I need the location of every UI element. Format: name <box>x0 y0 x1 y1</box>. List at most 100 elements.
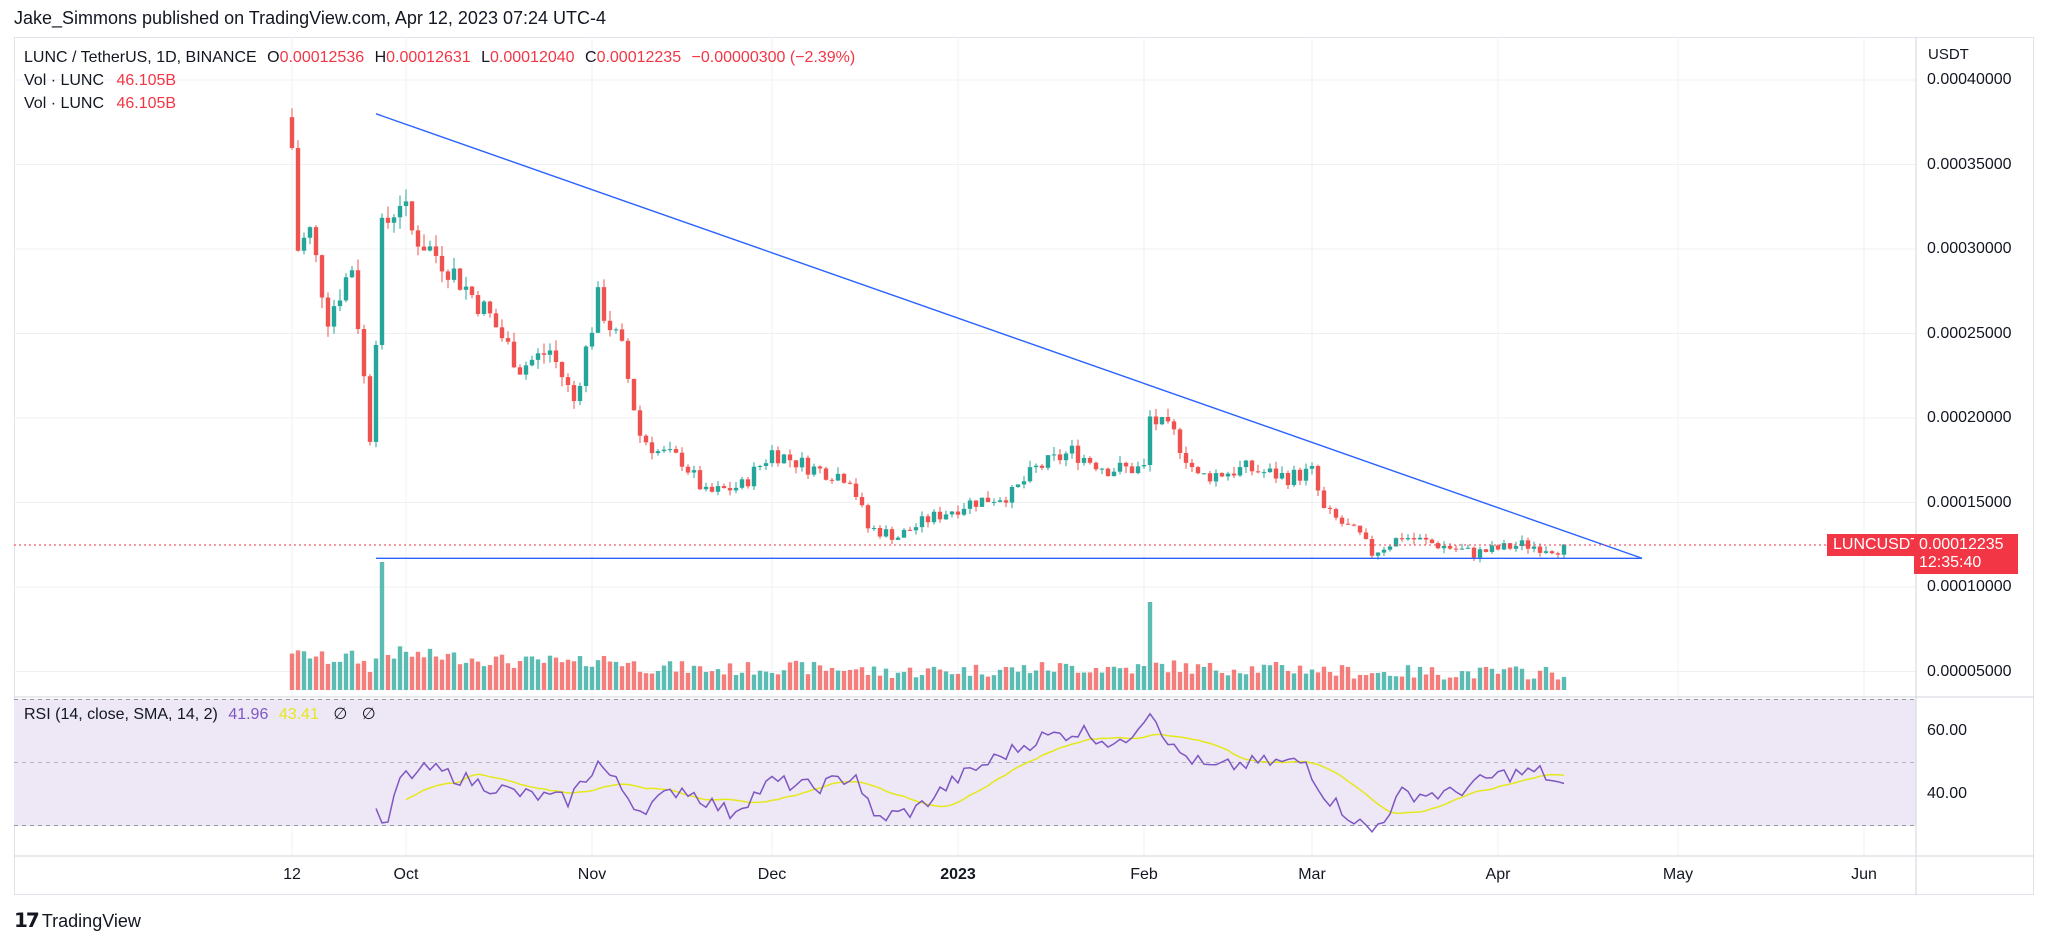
date-tick-label: 12 <box>283 866 301 883</box>
volume-bar <box>1195 664 1201 690</box>
volume-bar <box>445 653 451 690</box>
candle-body <box>493 313 499 328</box>
volume-bar <box>523 656 529 690</box>
candle-body <box>1327 507 1333 510</box>
legend-high: 0.00012631 <box>386 49 471 66</box>
candle-body <box>637 410 643 436</box>
tradingview-logo[interactable]: 𝟭𝟳 TradingView <box>14 908 141 933</box>
candle-body <box>1351 524 1357 526</box>
volume-legend-value: 46.105B <box>116 72 177 89</box>
volume-bar <box>343 653 349 690</box>
volume-bars <box>289 562 1567 690</box>
volume-bar <box>751 674 757 690</box>
candle-body <box>871 527 877 529</box>
candle-body <box>1507 543 1513 549</box>
volume-bar <box>691 665 697 690</box>
candle-body <box>1057 454 1063 461</box>
volume-bar <box>463 662 469 690</box>
candle-body <box>1363 532 1369 540</box>
candle-body <box>1027 467 1033 482</box>
candle-body <box>355 270 361 330</box>
volume-bar <box>655 670 661 690</box>
candle-body <box>907 529 913 531</box>
candle-body <box>1249 460 1255 472</box>
volume-bar <box>415 651 421 690</box>
volume-bar <box>811 661 817 690</box>
volume-bar <box>391 658 397 690</box>
volume-bar <box>529 656 535 690</box>
volume-bar <box>355 663 361 690</box>
candle-body <box>697 470 703 490</box>
hidden-value-icon[interactable]: ∅ <box>361 706 376 723</box>
volume-bar <box>1057 663 1063 690</box>
rsi-legend[interactable]: RSI (14, close, SMA, 14, 2) 41.96 43.41 … <box>24 704 376 724</box>
symbol-legend: LUNC / TetherUS, 1D, BINANCE O0.00012536… <box>24 49 855 67</box>
volume-bar <box>1477 667 1483 690</box>
candle-body <box>1087 457 1093 463</box>
candle-body <box>715 486 721 492</box>
candle-body <box>985 497 991 503</box>
volume-bar <box>541 662 547 690</box>
hidden-value-icon[interactable]: ∅ <box>333 706 348 723</box>
volume-bar <box>1507 667 1513 690</box>
candle-body <box>829 479 835 481</box>
candle-body <box>331 306 337 327</box>
candle-body <box>1117 462 1123 472</box>
candle-body <box>895 537 901 540</box>
candle-body <box>1375 552 1381 556</box>
date-tick-label: Feb <box>1130 866 1158 883</box>
candle-body <box>1219 473 1225 477</box>
volume-bar <box>1303 673 1309 690</box>
volume-bar <box>769 672 775 690</box>
volume-bar <box>895 672 901 690</box>
candle-body <box>619 329 625 341</box>
volume-bar <box>589 666 595 690</box>
volume-bar <box>955 673 961 690</box>
candle-body <box>973 500 979 507</box>
volume-legend-2[interactable]: Vol · LUNC 46.105B <box>24 95 176 113</box>
candle-body <box>769 450 775 464</box>
legend-open: 0.00012536 <box>279 49 365 66</box>
volume-bar <box>841 670 847 690</box>
volume-bar <box>1153 662 1159 690</box>
date-tick-label: May <box>1662 866 1694 883</box>
volume-bar <box>487 665 493 690</box>
candle-body <box>1339 517 1345 524</box>
volume-bar <box>847 669 853 690</box>
candle-body <box>1435 543 1441 549</box>
volume-bar <box>949 674 955 690</box>
candle-body <box>505 338 511 342</box>
price-tick-label: 0.00035000 <box>1927 155 2012 173</box>
candle-body <box>877 527 883 537</box>
volume-bar <box>1123 667 1129 690</box>
candle-body <box>781 454 787 464</box>
volume-legend-1[interactable]: Vol · LUNC 46.105B <box>24 72 176 90</box>
candle-body <box>1405 538 1411 540</box>
volume-bar <box>475 661 481 690</box>
volume-bar <box>481 666 487 690</box>
candle-body <box>1513 546 1519 549</box>
volume-bar <box>535 659 541 690</box>
candle-body <box>1483 549 1489 552</box>
volume-bar <box>379 562 385 690</box>
volume-bar <box>553 657 559 690</box>
candle-body <box>859 496 865 506</box>
candle-body <box>1321 490 1327 508</box>
candle-body <box>1345 523 1351 525</box>
candle-body <box>1543 551 1549 553</box>
volume-bar <box>1165 672 1171 690</box>
volume-bar <box>1411 677 1417 690</box>
volume-bar <box>1315 672 1321 690</box>
volume-legend-label: Vol · LUNC <box>24 72 105 89</box>
volume-bar <box>1465 671 1471 690</box>
volume-legend-label: Vol · LUNC <box>24 95 105 112</box>
candle-body <box>1399 538 1405 540</box>
volume-bar <box>1519 668 1525 690</box>
candle-body <box>1465 547 1471 549</box>
volume-bar <box>361 660 367 690</box>
volume-bar <box>427 648 433 690</box>
volume-bar <box>595 660 601 690</box>
candle-body <box>631 378 637 411</box>
legend-change: −0.00000300 (−2.39%) <box>691 49 856 66</box>
